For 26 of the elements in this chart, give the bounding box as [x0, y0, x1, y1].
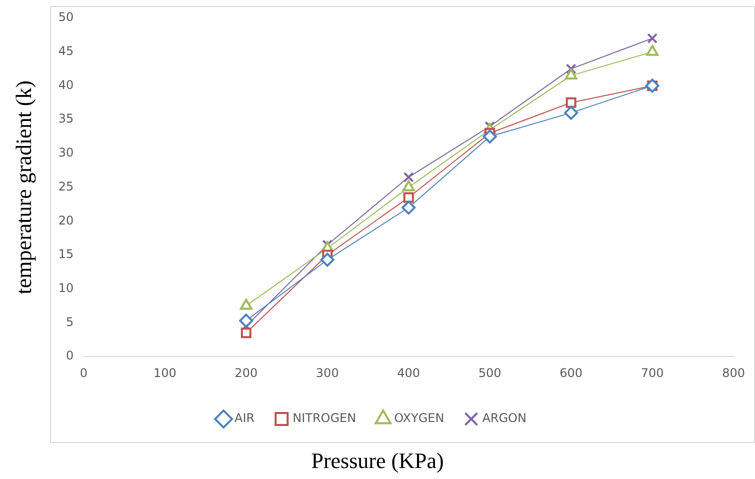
x-tick-label: 500 [478, 366, 502, 380]
y-axis-title: temperature gradient (k) [10, 80, 36, 294]
y-tick-label: 35 [58, 112, 74, 126]
x-axis-title: Pressure (KPa) [310, 448, 445, 474]
x-tick-label: 200 [234, 366, 258, 380]
x-tick-label: 400 [397, 366, 420, 380]
x-tick-label: 700 [640, 366, 664, 380]
y-tick-label: 45 [58, 44, 74, 58]
y-tick-label: 5 [66, 314, 74, 329]
legend-label: NITROGEN [292, 411, 356, 426]
x-tick-label: 300 [316, 366, 339, 380]
x-tick-label: 0 [80, 366, 88, 380]
y-tick-label: 15 [58, 247, 74, 262]
y-tick-label: 25 [58, 179, 74, 194]
x-tick-label: 800 [722, 366, 745, 380]
x-tick-label: 600 [560, 366, 583, 380]
legend-label: ARGON [482, 411, 526, 426]
x-tick-label: 100 [153, 366, 176, 380]
y-tick-label: 0 [66, 348, 74, 363]
y-tick-label: 20 [58, 213, 74, 228]
y-tick-label: 30 [58, 146, 74, 160]
legend-label: AIR [234, 411, 255, 426]
y-tick-label: 40 [58, 78, 74, 92]
y-tick-label: 50 [58, 10, 74, 24]
legend-label: OXYGEN [394, 411, 444, 426]
y-tick-label: 10 [58, 281, 74, 296]
